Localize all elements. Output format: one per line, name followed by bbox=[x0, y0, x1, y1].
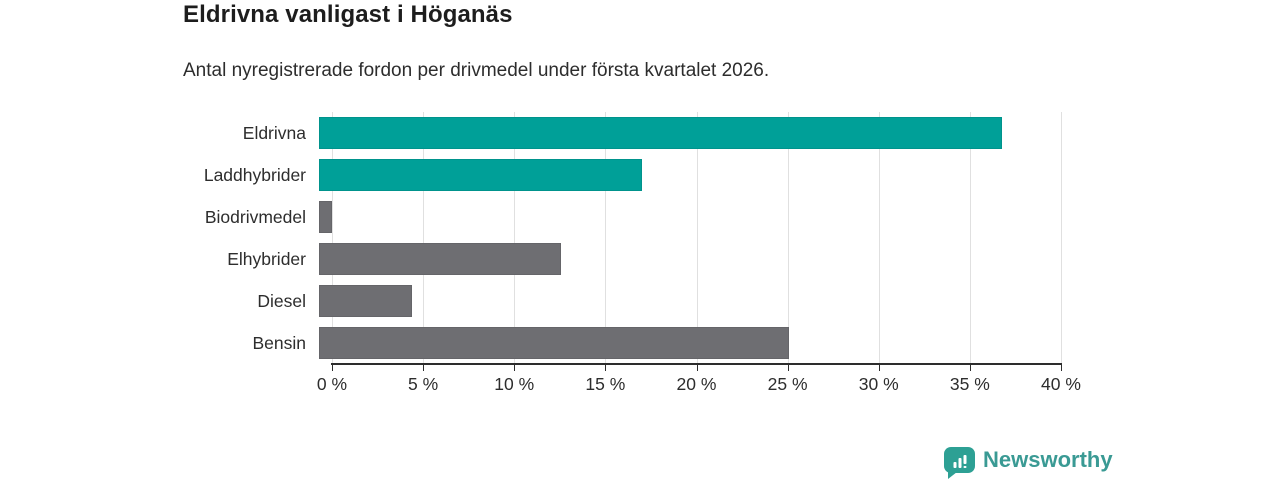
x-axis-tick-label: 15 % bbox=[585, 374, 626, 394]
x-axis: 0 % 5 % 10 % 15 % 20 % 25 % 30 % 35 % 40 % bbox=[317, 363, 1081, 403]
x-axis-tick bbox=[696, 365, 698, 371]
gridline bbox=[878, 112, 880, 364]
x-axis-tick-label: 0 % bbox=[316, 374, 348, 394]
x-axis-tick-label: 30 % bbox=[858, 374, 899, 394]
x-axis-tick bbox=[878, 365, 880, 371]
x-axis-tick-label: 5 % bbox=[408, 374, 439, 394]
x-axis-tick-label: 10 % bbox=[494, 374, 535, 394]
chart-row: Diesel bbox=[0, 280, 1061, 322]
bar-track bbox=[319, 159, 1048, 191]
x-axis-tick bbox=[1061, 365, 1062, 371]
x-axis-tick bbox=[423, 365, 425, 371]
gridline bbox=[696, 112, 698, 364]
newsworthy-logo-text: Newsworthy bbox=[983, 447, 1113, 472]
gridline bbox=[514, 112, 516, 364]
chart-row: Eldrivna bbox=[0, 112, 1061, 154]
bar-chart-icon bbox=[953, 455, 966, 468]
gridline bbox=[605, 112, 607, 364]
chart-row: Biodrivmedel bbox=[0, 196, 1061, 238]
chart-row: Laddhybrider bbox=[0, 154, 1061, 196]
newsworthy-logo: Newsworthy bbox=[944, 447, 1113, 479]
x-axis-line bbox=[331, 363, 1062, 365]
bar bbox=[319, 243, 562, 275]
newsworthy-logo-icon bbox=[944, 447, 975, 479]
gridline bbox=[1061, 112, 1062, 364]
bar-chart: Eldrivna Laddhybrider Biodrivmedel Elhybrid… bbox=[0, 112, 1061, 364]
x-axis-tick-label: 25 % bbox=[767, 374, 808, 394]
bar-track bbox=[319, 285, 1048, 317]
plot-area bbox=[332, 112, 1062, 364]
gridline bbox=[787, 112, 789, 364]
bar bbox=[319, 201, 332, 233]
x-axis-tick bbox=[787, 365, 789, 371]
x-axis-tick-label: 20 % bbox=[676, 374, 717, 394]
chart-subtitle: Antal nyregistrerade fordon per drivmede… bbox=[183, 60, 770, 81]
gridline bbox=[332, 112, 333, 364]
x-axis-tick-label: 40 % bbox=[1041, 374, 1081, 394]
bar bbox=[319, 327, 790, 359]
category-label: Laddhybrider bbox=[203, 164, 306, 185]
bar bbox=[319, 285, 412, 317]
chart-title: Eldrivna vanligast i Höganäs bbox=[183, 1, 513, 28]
bar bbox=[319, 117, 1003, 149]
bar-track bbox=[319, 201, 1048, 233]
category-label: Bensin bbox=[252, 332, 306, 353]
x-axis-tick bbox=[514, 365, 516, 371]
bar bbox=[319, 159, 642, 191]
x-axis-tick bbox=[969, 365, 971, 371]
x-axis-tick-label: 35 % bbox=[949, 374, 990, 394]
x-axis-tick bbox=[605, 365, 607, 371]
x-axis-tick bbox=[332, 365, 333, 371]
gridline bbox=[423, 112, 425, 364]
category-label: Eldrivna bbox=[242, 122, 306, 143]
bar-track bbox=[319, 327, 1048, 359]
chart-row: Bensin bbox=[0, 322, 1061, 364]
category-label: Biodrivmedel bbox=[204, 206, 306, 227]
category-label: Diesel bbox=[257, 290, 306, 311]
exclamation-icon bbox=[963, 455, 966, 468]
bar-track bbox=[319, 243, 1048, 275]
category-label: Elhybrider bbox=[227, 248, 306, 269]
bar-track bbox=[319, 117, 1048, 149]
gridline bbox=[969, 112, 971, 364]
chart-row: Elhybrider bbox=[0, 238, 1061, 280]
